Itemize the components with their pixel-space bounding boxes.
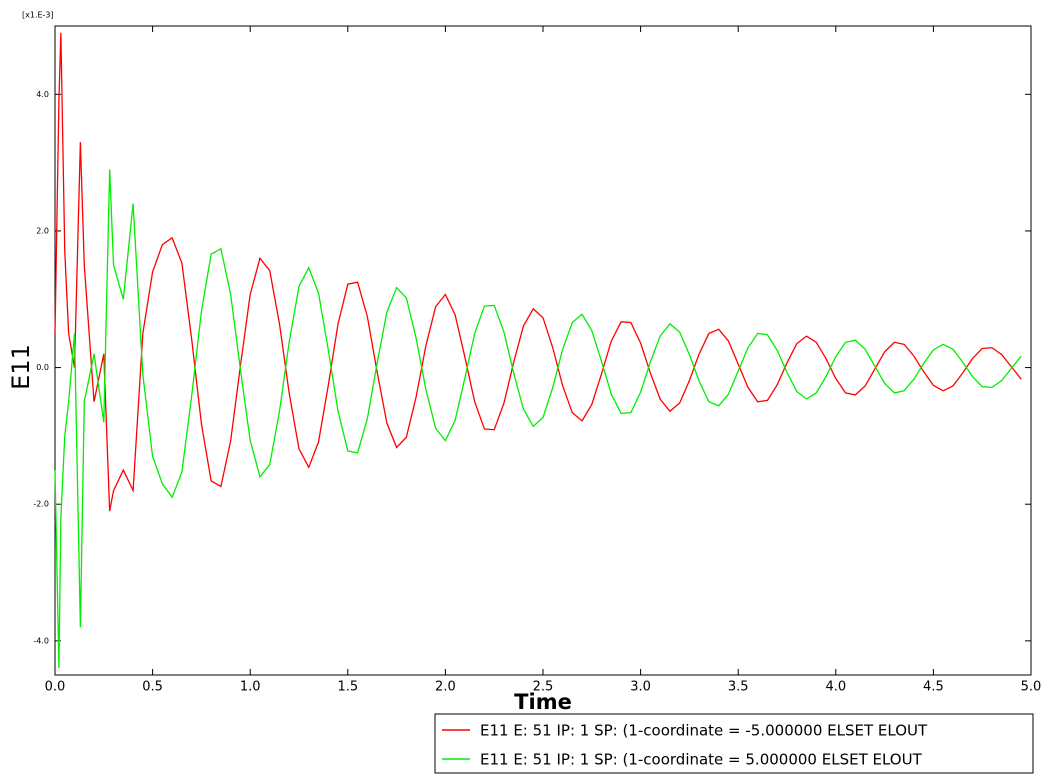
x-tick-label: 0.5 bbox=[142, 680, 163, 695]
legend-label: E11 E: 51 IP: 1 SP: (1-coordinate = -5.0… bbox=[480, 722, 928, 740]
y-tick-label: 0.0 bbox=[36, 363, 49, 372]
plot-frame bbox=[54, 25, 1032, 676]
y-tick-label: 4.0 bbox=[36, 90, 49, 99]
x-tick-label: 4.0 bbox=[825, 680, 846, 695]
x-tick-label: 1.5 bbox=[337, 680, 358, 695]
x-tick-label: 3.5 bbox=[728, 680, 749, 695]
x-tick-label: 3.0 bbox=[630, 680, 651, 695]
x-axis-label: Time bbox=[514, 690, 572, 714]
x-tick-label: 4.5 bbox=[923, 680, 944, 695]
y-multiplier: [x1.E-3] bbox=[22, 11, 54, 20]
series-line bbox=[54, 169, 1022, 669]
x-tick-label: 5.0 bbox=[1021, 680, 1042, 695]
x-tick-label: 0.0 bbox=[45, 680, 66, 695]
x-tick-label: 2.0 bbox=[435, 680, 456, 695]
y-axis-label: E11 bbox=[7, 344, 35, 390]
y-tick-label: -2.0 bbox=[33, 500, 49, 509]
y-tick-label: 2.0 bbox=[36, 226, 49, 235]
legend-label: E11 E: 51 IP: 1 SP: (1-coordinate = 5.00… bbox=[480, 751, 923, 769]
x-tick-label: 2.5 bbox=[533, 680, 554, 695]
series-line bbox=[54, 32, 1022, 512]
y-tick-label: -4.0 bbox=[33, 636, 49, 645]
x-tick-label: 1.0 bbox=[240, 680, 261, 695]
legend-box bbox=[434, 713, 1034, 774]
